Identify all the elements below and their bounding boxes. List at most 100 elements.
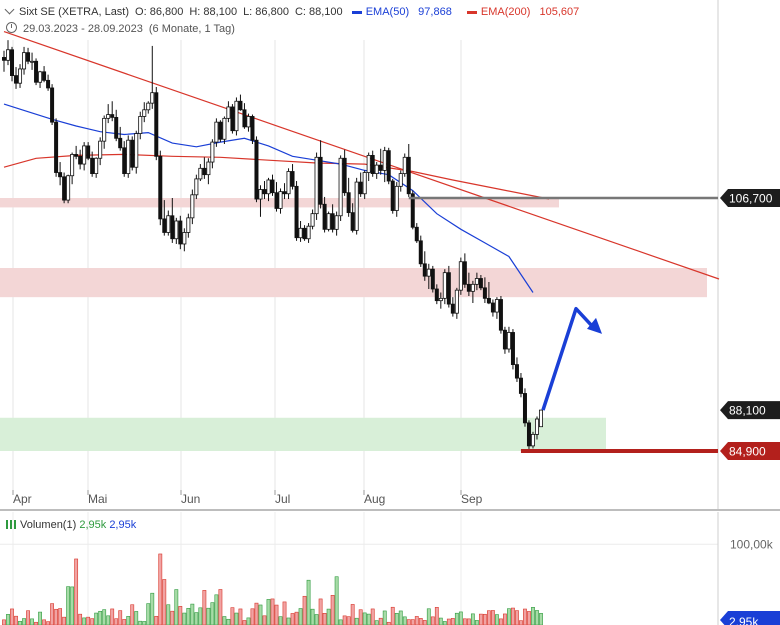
candle-body: [150, 92, 155, 104]
candle-body: [30, 60, 35, 63]
volume-bar: [482, 613, 487, 625]
candle: [382, 146, 387, 183]
candle-body: [14, 75, 19, 84]
candle-body: [522, 393, 527, 424]
volume-label[interactable]: Volumen(1): [20, 519, 77, 531]
candle-body: [190, 194, 195, 219]
candle-body: [526, 422, 531, 447]
candle: [466, 272, 471, 296]
candle: [530, 431, 535, 449]
candle: [6, 40, 11, 66]
volume-bar: [142, 621, 147, 625]
candle: [174, 217, 179, 244]
volume-bar: [414, 616, 419, 625]
volume-bar: [474, 620, 479, 625]
candle: [26, 47, 31, 65]
candle: [282, 183, 287, 200]
volume-bar: [246, 617, 251, 625]
clock-icon: [6, 22, 17, 33]
candle-body: [234, 100, 239, 132]
volume-bar: [26, 610, 30, 625]
volume-bar: [362, 612, 367, 625]
volume-bar: [527, 611, 531, 625]
instrument-title[interactable]: Sixt SE (XETRA, Last): [19, 6, 130, 18]
ema200-legend[interactable]: EMA(200) 105,607: [466, 6, 585, 18]
volume-bar: [503, 613, 507, 625]
volume-bar: [491, 610, 495, 625]
candle-body: [334, 215, 339, 230]
arrowhead-icon: [587, 317, 602, 334]
volume-bar: [426, 608, 431, 625]
candle-body: [94, 157, 99, 175]
candle: [38, 70, 43, 88]
volume-last-tag: 2,95k: [720, 611, 780, 625]
volume-bar: [478, 613, 483, 625]
candle: [242, 103, 247, 129]
candle-body: [310, 213, 315, 227]
volume-bar: [66, 586, 71, 625]
candle: [234, 97, 239, 136]
candle-body: [422, 263, 427, 277]
ema50-label: EMA(50): [365, 6, 410, 18]
candle-body: [290, 171, 295, 187]
volume-bar: [10, 608, 14, 625]
candle-body: [174, 220, 179, 240]
candle: [326, 211, 331, 232]
trendline: [3, 30, 720, 280]
volume-bar: [354, 617, 359, 625]
volume-bar: [434, 607, 439, 625]
candle: [170, 198, 175, 243]
candle: [258, 185, 263, 217]
candle: [334, 211, 339, 236]
candle: [398, 170, 403, 192]
candle-body: [82, 145, 87, 165]
candle-body: [482, 287, 487, 299]
volume-bar: [150, 592, 155, 625]
volume-bar: [519, 620, 523, 625]
candle: [90, 151, 95, 177]
ema50-legend[interactable]: EMA(50) 97,868: [351, 6, 458, 18]
candle-body: [58, 172, 63, 178]
volume-bar: [30, 618, 34, 625]
candle-body: [254, 139, 259, 200]
volume-bar: [198, 607, 203, 625]
candle: [142, 102, 147, 123]
candle: [458, 257, 463, 295]
candle-body: [486, 297, 491, 304]
candle: [2, 50, 7, 72]
date-range[interactable]: 29.03.2023 - 28.09.2023: [23, 23, 143, 35]
candle-body: [398, 173, 403, 187]
volume-bar: [254, 602, 259, 625]
candle: [306, 223, 311, 243]
candle: [502, 326, 507, 354]
candle: [470, 280, 475, 303]
candle-body: [478, 278, 483, 289]
volume-bar: [82, 617, 87, 625]
candle-body: [214, 121, 219, 143]
candle: [190, 189, 195, 225]
volume-bar: [38, 611, 42, 625]
candle-body: [414, 226, 419, 242]
volume-bars-icon: [6, 520, 16, 529]
volume-bar: [422, 620, 427, 625]
candle: [386, 147, 391, 185]
candle: [539, 409, 544, 428]
candle-body: [330, 213, 335, 230]
candle: [410, 190, 415, 230]
volume-bar: [110, 608, 115, 625]
chevron-down-icon[interactable]: [4, 4, 15, 15]
candle-body: [466, 283, 471, 292]
candle-body: [70, 154, 75, 177]
candle: [370, 150, 375, 177]
candle: [498, 296, 503, 334]
candle: [98, 137, 103, 166]
candle-body: [186, 217, 191, 233]
candle-body: [458, 261, 463, 291]
candle-body: [382, 150, 387, 171]
candle-body: [430, 268, 435, 290]
volume-bar: [6, 614, 10, 625]
volume-bar: [382, 610, 387, 625]
volume-bar: [146, 603, 151, 625]
projection-arrow: [541, 306, 602, 411]
